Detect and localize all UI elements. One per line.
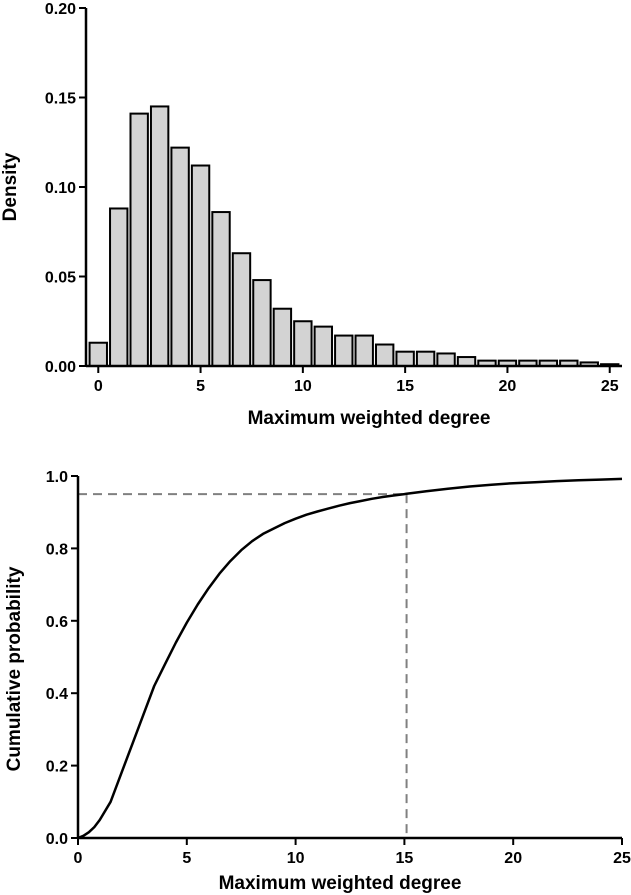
x-tick-label: 25 [613, 850, 631, 867]
x-tick-label: 15 [396, 850, 414, 867]
y-tick-label: 0.2 [46, 759, 68, 776]
x-axis-title: Maximum weighted degree [219, 873, 462, 894]
y-tick-label: 1.0 [46, 469, 68, 486]
y-axis-title: Density [0, 152, 21, 221]
y-tick-label: 0.0 [46, 831, 68, 848]
x-tick-label: 0 [74, 850, 83, 867]
x-tick-label: 15 [396, 378, 414, 395]
x-tick-label: 5 [196, 378, 205, 395]
histogram-bar [149, 105, 170, 367]
histogram-bar [129, 112, 149, 367]
x-tick-label: 0 [94, 378, 103, 395]
histogram-bar [252, 279, 272, 367]
histogram-bar [272, 307, 293, 367]
density-histogram-panel: 0.00 0.05 0.10 0.15 0.20 0 5 10 15 20 25 Maximum we… [0, 1, 622, 429]
histogram-bar [88, 341, 108, 368]
cumulative-probability-panel: 0.0 0.2 0.4 0.6 0.8 1.0 0 5 10 15 20 25 Maximum weig… [4, 469, 631, 894]
x-tick-label: 20 [504, 850, 522, 867]
y-tick-label: 0.4 [46, 686, 68, 703]
histogram-bar [354, 334, 374, 368]
histogram-bar [231, 252, 252, 367]
y-tick-label: 0.8 [46, 541, 68, 558]
histogram-bar [170, 146, 190, 367]
histogram-bar [374, 343, 395, 367]
histogram-bar [395, 350, 415, 367]
histogram-bar [415, 350, 436, 367]
y-tick-label: 0.00 [45, 359, 76, 376]
histogram-bar [436, 352, 456, 368]
x-tick-label: 25 [601, 378, 619, 395]
histogram-bar [211, 211, 231, 367]
y-tick-label: 0.20 [45, 1, 76, 18]
x-tick-label: 20 [499, 378, 517, 395]
y-axis-title: Cumulative probability [4, 566, 25, 771]
cumulative-curve [77, 477, 623, 840]
x-tick-label: 5 [182, 850, 191, 867]
x-tick-label: 10 [287, 850, 305, 867]
y-tick-label: 0.05 [45, 270, 76, 287]
histogram-bar [334, 334, 354, 368]
histogram-bar [456, 356, 477, 367]
y-tick-label: 0.15 [45, 91, 76, 108]
histogram-bar [109, 207, 129, 367]
y-tick-label: 0.10 [45, 180, 76, 197]
y-tick-label: 0.6 [46, 614, 68, 631]
histogram-bar [313, 325, 334, 367]
x-tick-label: 10 [294, 378, 312, 395]
histogram-bar [190, 164, 211, 367]
histogram-bar [293, 320, 313, 367]
x-axis-title: Maximum weighted degree [248, 408, 491, 429]
